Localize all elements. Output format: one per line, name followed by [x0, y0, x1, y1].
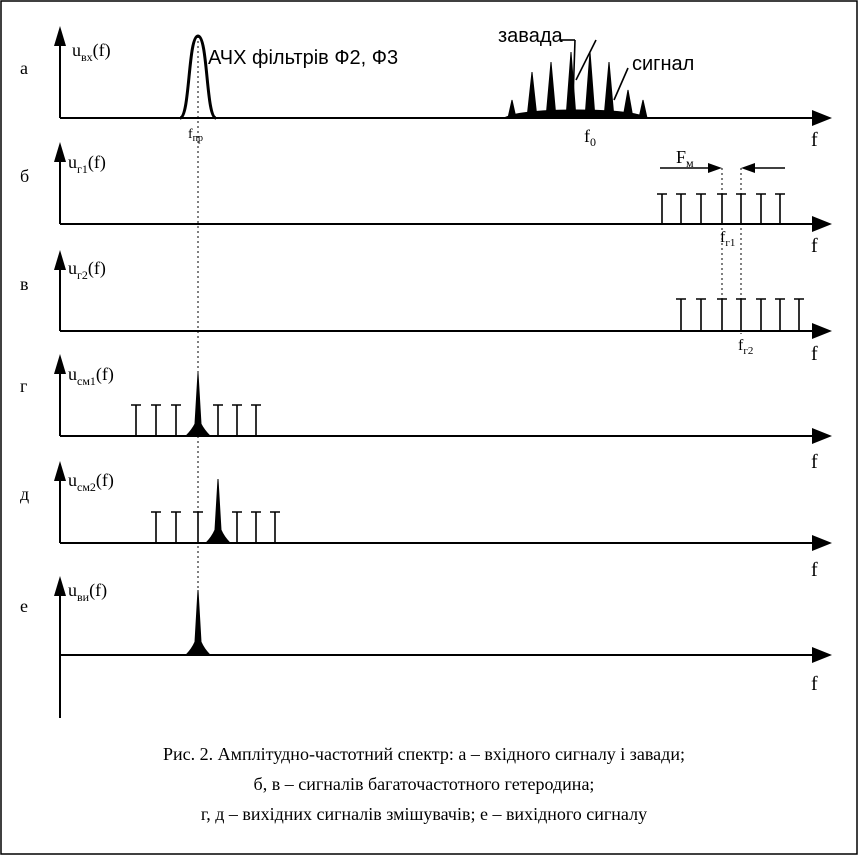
- caption-line-1: Рис. 2. Амплітудно-частотний спектр: а –…: [163, 744, 685, 764]
- mix2-line-2: [171, 511, 181, 543]
- panel-b-x-arrow: [812, 216, 832, 232]
- mix2-line-1: [151, 511, 161, 543]
- panel-g-y-arrow: [54, 354, 66, 374]
- mix1-line-2: [151, 404, 161, 436]
- spectral-line-8: [638, 99, 648, 119]
- het2-line-2: [696, 298, 706, 331]
- panel-v: в uг2(f) f fг2: [20, 250, 832, 365]
- noise-label: завада: [498, 25, 563, 47]
- signal-label: сигнал: [632, 53, 694, 75]
- mix1-line-1: [131, 404, 141, 436]
- panel-d-ylabel: uсм2(f): [68, 470, 114, 494]
- panel-d-x-arrow: [812, 535, 832, 551]
- panel-e-xlabel: f: [811, 673, 818, 695]
- noise-leader-2: [572, 39, 576, 101]
- fg2-label: fг2: [738, 337, 753, 357]
- filter-response-curve: [178, 34, 218, 120]
- mixer-1-lines: [131, 404, 261, 436]
- het2-line-6: [775, 298, 785, 331]
- panel-a-x-arrow: [812, 110, 832, 126]
- het1-line-4: [717, 193, 727, 224]
- mix2-line-5: [251, 511, 261, 543]
- mix2-peak: [204, 478, 232, 544]
- panel-b-y-arrow: [54, 142, 66, 162]
- panel-b-letter: б: [20, 166, 29, 186]
- mix1-peak: [184, 372, 212, 437]
- panel-e-y-arrow: [54, 576, 66, 596]
- panel-d-letter: д: [20, 484, 29, 504]
- panel-a-ylabel: uвх(f): [72, 40, 111, 64]
- heterodyne-2-lines: [676, 298, 804, 331]
- mix2-line-4: [232, 511, 242, 543]
- panel-a: а uвх(f) f АЧХ фільтрів Ф2, Ф3 fпр завад…: [20, 25, 832, 151]
- panel-e-ylabel: uви(f): [68, 580, 107, 604]
- caption-line-2: б, в – сигналів багаточастотного гетерод…: [254, 774, 595, 794]
- panel-g: г uсм1(f) f: [20, 354, 832, 473]
- panel-v-letter: в: [20, 274, 29, 294]
- mix1-line-4: [213, 404, 223, 436]
- het2-line-7: [794, 298, 804, 331]
- panel-g-xlabel: f: [811, 451, 818, 473]
- panel-e-x-arrow: [812, 647, 832, 663]
- spectral-line-6: [603, 61, 615, 119]
- panel-b: б uг1(f) f Fм fг1: [20, 142, 832, 257]
- panel-e: е uви(f) f: [20, 576, 832, 718]
- noise-leader-3: [575, 39, 597, 81]
- panel-a-y-arrow: [54, 26, 66, 46]
- output-peak: [184, 589, 212, 656]
- panel-a-letter: а: [20, 58, 28, 78]
- panel-e-letter: е: [20, 596, 28, 616]
- het2-line-1: [676, 298, 686, 331]
- spectral-line-7: [622, 89, 634, 119]
- mix2-line-3: [193, 511, 203, 543]
- fm-arrow-right: [741, 163, 755, 173]
- panel-v-y-arrow: [54, 250, 66, 270]
- spectral-line-3: [545, 61, 557, 119]
- mix1-line-5: [232, 404, 242, 436]
- het1-line-5: [736, 193, 746, 224]
- panel-d: д uсм2(f) f: [20, 461, 832, 581]
- mix1-line-3: [171, 404, 181, 436]
- signal-leader: [613, 67, 629, 101]
- panel-g-ylabel: uсм1(f): [68, 364, 114, 388]
- fm-label: Fм: [676, 147, 694, 170]
- het2-line-3: [717, 298, 727, 331]
- spectral-line-2: [526, 71, 538, 119]
- mix2-line-6: [270, 511, 280, 543]
- panel-v-xlabel: f: [811, 343, 818, 365]
- fg1-label: fг1: [720, 229, 735, 249]
- panel-v-ylabel: uг2(f): [68, 258, 106, 282]
- panel-d-xlabel: f: [811, 559, 818, 581]
- spectral-line-1: [507, 99, 517, 119]
- het2-line-5: [756, 298, 766, 331]
- het1-line-6: [756, 193, 766, 224]
- caption-line-3: г, д – вихідних сигналів змішувачів; е –…: [201, 804, 647, 824]
- f0-label: f0: [584, 126, 596, 149]
- figure-caption: Рис. 2. Амплітудно-частотний спектр: а –…: [163, 744, 685, 824]
- heterodyne-1-lines: [657, 193, 785, 224]
- fm-arrow-left: [708, 163, 722, 173]
- panel-g-x-arrow: [812, 428, 832, 444]
- het1-line-1: [657, 193, 667, 224]
- panel-g-letter: г: [20, 376, 27, 396]
- input-spectrum: [503, 51, 649, 119]
- panel-b-xlabel: f: [811, 235, 818, 257]
- het1-line-2: [676, 193, 686, 224]
- panel-v-x-arrow: [812, 323, 832, 339]
- het2-line-4: [736, 298, 746, 331]
- panel-a-xlabel: f: [811, 129, 818, 151]
- mixer-2-lines: [151, 511, 280, 543]
- fpr-label: fпр: [188, 127, 203, 144]
- het1-line-3: [696, 193, 706, 224]
- het1-line-7: [775, 193, 785, 224]
- panel-b-ylabel: uг1(f): [68, 152, 106, 176]
- filter-label: АЧХ фільтрів Ф2, Ф3: [208, 47, 398, 69]
- mix1-line-6: [251, 404, 261, 436]
- spectral-line-5: [584, 51, 596, 119]
- panel-d-y-arrow: [54, 461, 66, 481]
